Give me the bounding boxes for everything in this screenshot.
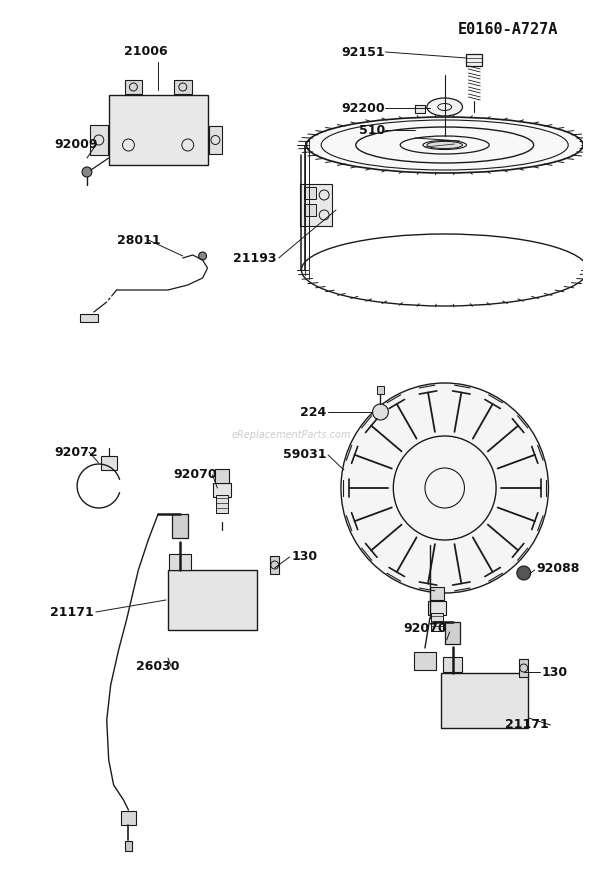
Bar	[300, 184, 332, 226]
Text: 224: 224	[300, 406, 326, 419]
Text: 92088: 92088	[536, 561, 580, 574]
Bar	[109, 95, 208, 165]
Bar	[217, 495, 228, 513]
Bar	[101, 456, 117, 470]
Bar	[467, 54, 482, 66]
Text: 92070: 92070	[173, 468, 217, 482]
Text: 92151: 92151	[342, 45, 385, 59]
Ellipse shape	[427, 142, 463, 149]
Text: 92009: 92009	[54, 138, 98, 151]
Bar	[270, 556, 279, 574]
Bar	[80, 314, 98, 322]
Text: 510: 510	[359, 123, 385, 136]
Text: 21171: 21171	[504, 718, 549, 732]
Bar	[90, 125, 108, 155]
Text: 21171: 21171	[50, 606, 94, 619]
Text: 92070: 92070	[403, 622, 447, 635]
Bar	[431, 613, 442, 630]
Bar	[215, 469, 230, 483]
Circle shape	[341, 383, 549, 593]
Text: 21193: 21193	[233, 252, 277, 265]
Bar	[445, 621, 460, 643]
Bar	[428, 600, 445, 614]
Bar	[519, 659, 528, 677]
Circle shape	[199, 252, 206, 260]
Bar	[169, 554, 191, 570]
Text: 21006: 21006	[124, 45, 168, 58]
Text: 92200: 92200	[342, 101, 385, 114]
Bar	[174, 80, 192, 94]
Circle shape	[517, 566, 530, 580]
Ellipse shape	[306, 117, 583, 173]
Bar	[414, 652, 436, 670]
Bar	[377, 386, 384, 394]
Bar	[442, 657, 463, 672]
FancyArrowPatch shape	[109, 298, 110, 300]
Text: E0160-A727A: E0160-A727A	[458, 22, 558, 37]
Bar	[304, 204, 316, 216]
Circle shape	[372, 404, 388, 420]
Bar	[214, 483, 231, 497]
Text: 130: 130	[291, 551, 317, 564]
Text: 26030: 26030	[136, 660, 180, 672]
Bar	[124, 80, 142, 94]
Circle shape	[82, 167, 92, 177]
Text: 130: 130	[542, 665, 568, 678]
Text: eReplacementParts.com: eReplacementParts.com	[232, 430, 351, 440]
Bar	[430, 587, 444, 600]
Bar	[441, 672, 527, 727]
Text: 92072: 92072	[54, 446, 98, 459]
Text: 59031: 59031	[283, 448, 326, 461]
Bar	[172, 514, 188, 538]
Bar	[208, 126, 222, 154]
Bar	[304, 187, 316, 199]
Bar	[415, 105, 425, 113]
Bar	[120, 811, 136, 825]
Ellipse shape	[427, 98, 463, 116]
Bar	[124, 841, 132, 851]
Text: 28011: 28011	[117, 233, 160, 246]
Bar	[168, 570, 257, 630]
